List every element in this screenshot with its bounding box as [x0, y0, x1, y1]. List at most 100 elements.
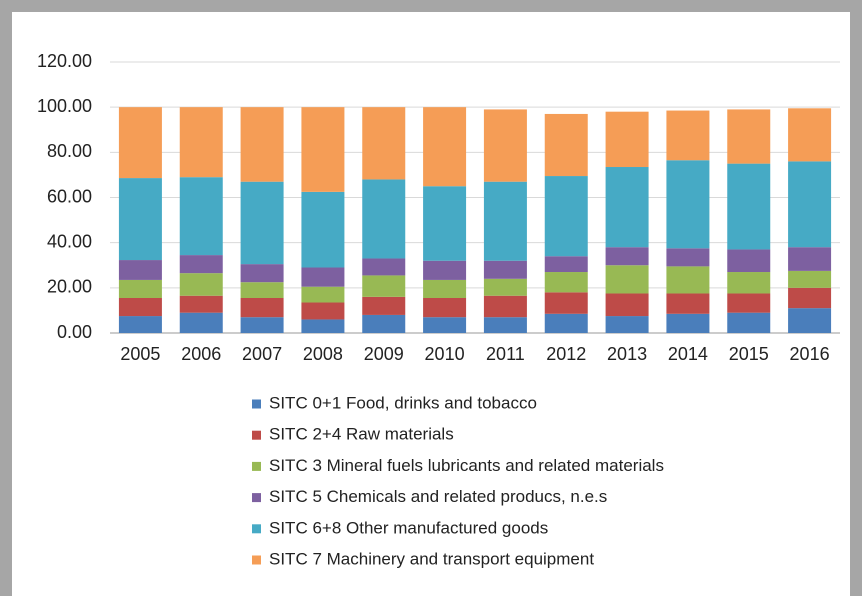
bar-segment — [423, 107, 467, 187]
bar-segment — [544, 176, 588, 257]
x-tick-label: 2012 — [546, 344, 586, 364]
x-tick-label: 2009 — [364, 344, 404, 364]
bar-segment — [666, 293, 710, 314]
bar-segment — [666, 248, 710, 267]
bar-segment — [179, 107, 223, 178]
bar-segment — [605, 293, 649, 317]
bar-segment — [483, 109, 527, 182]
bar-segment — [727, 293, 771, 313]
bar-segment — [544, 272, 588, 293]
bar-segment — [666, 313, 710, 333]
x-tick-label: 2005 — [120, 344, 160, 364]
bar-segment — [301, 319, 345, 333]
bar-segment — [240, 181, 284, 265]
bar-segment — [118, 316, 162, 333]
bar-segment — [423, 279, 467, 298]
bar-segment — [423, 186, 467, 261]
bar-segment — [727, 249, 771, 273]
y-tick-label: 80.00 — [47, 141, 92, 161]
bar-segment — [362, 275, 406, 297]
bar-segment — [118, 297, 162, 317]
legend-label: SITC 3 Mineral fuels lubricants and rela… — [269, 456, 664, 475]
bar-segment — [544, 113, 588, 177]
x-tick-label: 2008 — [303, 344, 343, 364]
bar-segment — [362, 258, 406, 276]
bar-segment — [301, 267, 345, 287]
bar-segment — [423, 260, 467, 280]
bar-segment — [179, 295, 223, 313]
legend-label: SITC 5 Chemicals and related producs, n.… — [269, 487, 607, 506]
bar-segment — [483, 317, 527, 333]
bar-segment — [788, 308, 832, 333]
bar-segment — [240, 107, 284, 182]
x-tick-label: 2006 — [181, 344, 221, 364]
bar-segment — [301, 286, 345, 303]
legend-swatch — [252, 555, 261, 565]
bar-segment — [788, 247, 832, 271]
legend-swatch — [252, 461, 261, 471]
bar-segment — [301, 302, 345, 320]
x-tick-label: 2007 — [242, 344, 282, 364]
bar-segment — [666, 266, 710, 294]
bar-segment — [544, 256, 588, 273]
bar-segment — [240, 297, 284, 318]
bar-segment — [483, 278, 527, 296]
bar-segment — [788, 108, 832, 162]
legend-label: SITC 6+8 Other manufactured goods — [269, 518, 548, 537]
y-tick-label: 40.00 — [47, 231, 92, 251]
bar-segment — [788, 161, 832, 248]
x-tick-label: 2014 — [668, 344, 708, 364]
bar-segment — [483, 181, 527, 261]
bar-segment — [118, 178, 162, 261]
bar-segment — [483, 295, 527, 318]
y-tick-label: 120.00 — [37, 51, 92, 71]
x-tick-label: 2013 — [607, 344, 647, 364]
bar-segment — [727, 109, 771, 164]
legend-label: SITC 2+4 Raw materials — [269, 425, 454, 444]
bar-segment — [179, 177, 223, 256]
bar-segment — [605, 265, 649, 294]
legend-label: SITC 7 Machinery and transport equipment — [269, 549, 594, 568]
x-tick-label: 2010 — [425, 344, 465, 364]
legend-swatch — [252, 493, 261, 503]
bar-segment — [544, 313, 588, 333]
bar-segment — [240, 264, 284, 283]
bar-segment — [118, 260, 162, 280]
bar-segment — [362, 107, 406, 180]
bar-segment — [727, 163, 771, 250]
y-tick-label: 0.00 — [57, 322, 92, 342]
bar-segment — [362, 296, 406, 315]
x-tick-label: 2011 — [486, 344, 525, 364]
bar-segment — [362, 314, 406, 333]
legend-swatch — [252, 430, 261, 440]
bar-segment — [544, 292, 588, 314]
y-tick-label: 60.00 — [47, 186, 92, 206]
bar-segment — [666, 160, 710, 249]
bar-segment — [118, 107, 162, 179]
bar-segment — [788, 270, 832, 288]
legend-swatch — [252, 524, 261, 534]
bar-segment — [240, 282, 284, 298]
bar-segment — [179, 273, 223, 296]
legend-swatch — [252, 399, 261, 409]
bar-segment — [605, 167, 649, 248]
bar-segment — [118, 279, 162, 298]
bar-segment — [483, 260, 527, 279]
x-tick-label: 2016 — [790, 344, 830, 364]
bar-segment — [179, 312, 223, 333]
bar-segment — [605, 316, 649, 333]
bar-segment — [301, 191, 345, 268]
bar-segment — [301, 107, 345, 192]
bar-segment — [179, 255, 223, 274]
bar-segment — [423, 317, 467, 333]
bar-segment — [605, 111, 649, 168]
bar-segment — [788, 287, 832, 309]
x-tick-label: 2015 — [729, 344, 769, 364]
bar-segment — [362, 179, 406, 259]
bar-segment — [423, 297, 467, 318]
y-tick-label: 20.00 — [47, 277, 92, 297]
bar-segment — [727, 312, 771, 333]
legend-label: SITC 0+1 Food, drinks and tobacco — [269, 393, 537, 412]
bar-segment — [666, 110, 710, 161]
